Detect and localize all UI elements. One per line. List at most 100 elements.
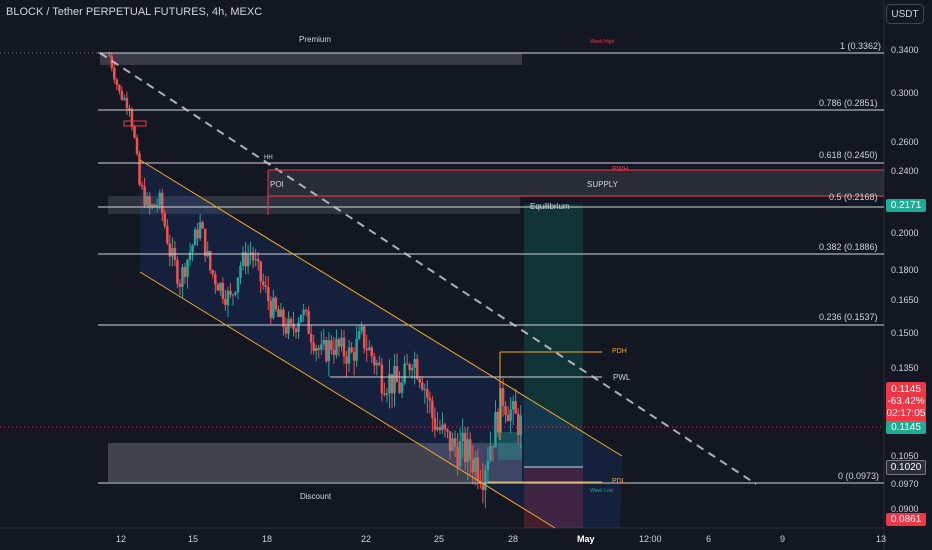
candle-body xyxy=(415,359,419,379)
candle-body xyxy=(370,347,374,357)
candle-body xyxy=(259,261,262,282)
price-tick: 0.1050 xyxy=(891,451,919,461)
candle-body xyxy=(320,344,323,350)
fib-label-0786: 0.786 (0.2851) xyxy=(819,98,878,108)
candle-body xyxy=(128,108,131,111)
candle-body xyxy=(516,413,520,436)
candle-body xyxy=(342,337,346,357)
time-tick: 9 xyxy=(780,534,786,544)
candle-body xyxy=(208,251,212,271)
currency-button[interactable]: USDT xyxy=(886,4,924,24)
candle-body xyxy=(115,79,119,85)
candle-body xyxy=(135,137,139,154)
pwl-label: PWL xyxy=(613,373,631,382)
equilibrium-label: Equilibrium xyxy=(530,202,570,211)
candle-body xyxy=(214,274,217,285)
time-tick: 12 xyxy=(116,534,127,544)
candle-body xyxy=(350,347,353,353)
candle-body xyxy=(421,382,424,390)
candle-body xyxy=(383,393,386,395)
candle-body xyxy=(486,460,490,470)
candle-body xyxy=(438,427,442,431)
candle-body xyxy=(317,348,321,350)
stop-loss-tag: 0.0861 xyxy=(886,513,926,526)
candle-body xyxy=(284,326,288,334)
candle-body xyxy=(378,362,381,365)
candle-body xyxy=(176,259,179,284)
candle-body xyxy=(408,364,411,371)
candle-body xyxy=(113,68,116,80)
channel-upper-line xyxy=(139,159,623,457)
pdh-label: PDH xyxy=(612,348,627,355)
candle-body xyxy=(224,298,227,306)
candle-body xyxy=(239,265,242,278)
candle-body xyxy=(297,322,300,332)
candle-body xyxy=(251,252,255,261)
candle-body xyxy=(362,326,366,349)
pdl-label: PDL xyxy=(612,478,626,485)
price-tick: 0.1500 xyxy=(891,328,919,338)
candle-body xyxy=(140,184,144,187)
candle-body xyxy=(405,363,409,365)
candle-body xyxy=(158,192,161,206)
candle-body xyxy=(426,389,429,398)
premium-zone xyxy=(100,53,522,65)
candle-body xyxy=(393,365,396,394)
price-tick: 0.1800 xyxy=(891,265,919,275)
current-price-box: 0.1145 -63.42% 02:17:05 xyxy=(886,382,926,422)
candle-body xyxy=(148,196,151,208)
price-tick: 0.3400 xyxy=(891,45,919,55)
candle-body xyxy=(118,84,121,91)
candle-body xyxy=(125,98,129,109)
candle-body xyxy=(292,323,295,329)
candle-body xyxy=(511,401,515,410)
candle-body xyxy=(403,363,406,383)
candle-body xyxy=(360,326,363,332)
candle-body xyxy=(130,110,134,127)
chart-title: BLOCK / Tether PERPETUAL FUTURES, 4h, ME… xyxy=(6,6,263,18)
candle-body xyxy=(312,342,315,352)
supply-zone xyxy=(268,170,884,197)
candle-body xyxy=(446,429,449,432)
fib-label-1: 1 (0.3362) xyxy=(840,41,882,51)
candle-body xyxy=(244,252,247,267)
entry-price-tag: 0.1020 xyxy=(886,460,926,475)
candle-body xyxy=(448,431,452,451)
time-tick: 18 xyxy=(262,534,273,544)
candle-body xyxy=(418,378,421,383)
zones xyxy=(100,53,884,528)
price-tick: 0.3000 xyxy=(891,88,919,98)
candle-body xyxy=(337,339,341,347)
candle-body xyxy=(241,252,245,266)
candle-body xyxy=(489,446,492,461)
price-tick: 0.0900 xyxy=(891,504,919,514)
price-tick: 0.0970 xyxy=(891,479,919,489)
candle-body xyxy=(368,347,371,351)
candle-body xyxy=(153,204,156,207)
candle-body xyxy=(481,483,485,490)
fib-label-0: 0 (0.0973) xyxy=(838,471,880,481)
candle-body xyxy=(309,333,313,343)
price-tick: 0.2400 xyxy=(891,166,919,176)
candle-body xyxy=(463,432,467,463)
candle-body xyxy=(269,300,273,318)
time-tick: 15 xyxy=(188,534,199,544)
candle-body xyxy=(120,90,124,100)
candle-body xyxy=(287,318,290,334)
candle-body xyxy=(471,459,475,473)
candle-body xyxy=(499,388,502,433)
candle-body xyxy=(277,309,280,317)
candle-body xyxy=(474,457,477,473)
candle-body xyxy=(410,367,414,371)
candle-body xyxy=(496,411,500,433)
candle-body xyxy=(166,226,169,244)
fib-label-0382: 0.382 (0.1886) xyxy=(819,242,878,252)
levels xyxy=(0,52,884,529)
candle-body xyxy=(229,290,232,295)
ob-marker xyxy=(123,120,147,127)
candle-body xyxy=(365,348,368,351)
premium-label: Premium xyxy=(299,35,332,44)
channel-lower-line xyxy=(139,271,556,529)
fib-label-05: 0.5 (0.2168) xyxy=(829,192,878,202)
